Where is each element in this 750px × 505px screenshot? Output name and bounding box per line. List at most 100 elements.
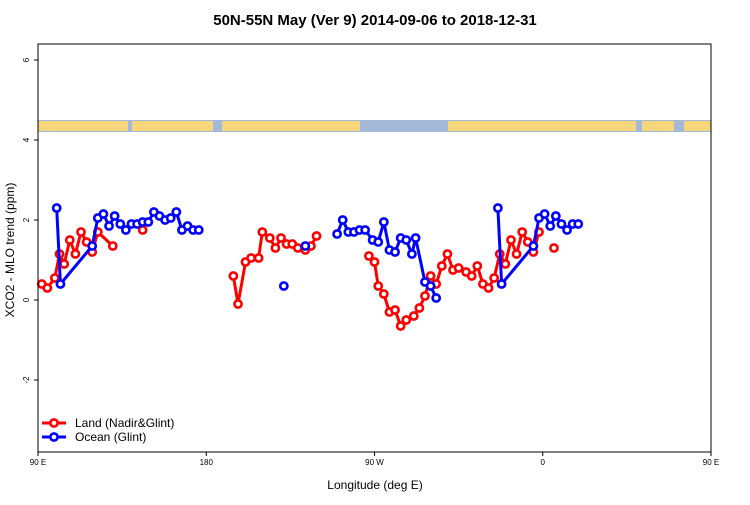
mask-band-land (684, 121, 711, 131)
chart-title: 50N-55N May (Ver 9) 2014-09-06 to 2018-1… (213, 12, 537, 29)
data-point (556, 219, 567, 229)
data-point (109, 211, 120, 221)
data-point (337, 215, 348, 225)
data-point (278, 281, 289, 291)
data-point (453, 263, 464, 273)
data-point (360, 225, 371, 235)
mask-band-land (642, 121, 674, 131)
legend-ocean-marker (49, 432, 59, 442)
data-point (311, 231, 322, 241)
y-axis: -2 0 2 4 6 (22, 57, 38, 384)
mask-band-land (448, 121, 636, 131)
data-point (425, 281, 436, 291)
data-point (270, 243, 281, 253)
data-point (406, 249, 417, 259)
data-point (276, 233, 286, 243)
data-point (257, 227, 268, 237)
x-axis-label: Longitude (deg E) (327, 478, 422, 492)
data-point (51, 203, 62, 213)
y-tick-label: 2 (22, 217, 31, 222)
y-tick-label: 0 (22, 297, 31, 302)
data-point (363, 251, 374, 261)
data-point (264, 233, 275, 243)
data-point (496, 279, 507, 289)
data-point (401, 235, 412, 245)
x-tick-label: 90 E (703, 458, 719, 467)
data-point (104, 221, 114, 231)
data-point (395, 321, 406, 331)
data-point (49, 273, 60, 283)
data-point (378, 289, 389, 299)
x-tick-label: 90 E (30, 458, 46, 467)
data-point (562, 225, 572, 235)
data-point (107, 241, 118, 251)
data-point (292, 243, 303, 253)
series-ocean (51, 203, 584, 303)
data-point (193, 225, 204, 235)
data-point (550, 211, 561, 221)
data-point (228, 271, 239, 281)
data-point (373, 281, 384, 291)
data-point (573, 219, 584, 229)
data-point (64, 235, 75, 245)
data-point (120, 225, 131, 235)
data-point (410, 233, 421, 243)
data-point (373, 237, 384, 247)
data-point (390, 247, 400, 257)
mask-band-land (38, 121, 128, 131)
legend-ocean-label: Ocean (Glint) (75, 430, 146, 444)
data-point (369, 257, 380, 267)
data-point (332, 229, 343, 239)
data-point (42, 283, 53, 293)
data-point (246, 253, 257, 263)
data-point (165, 213, 176, 223)
y-tick-label: -2 (22, 376, 31, 384)
data-point (70, 249, 81, 259)
data-point (500, 259, 511, 269)
data-point (414, 303, 425, 313)
data-point (483, 283, 494, 293)
data-point (98, 209, 109, 219)
data-point (233, 299, 243, 309)
data-point (517, 227, 528, 237)
y-tick-label: 6 (22, 57, 31, 62)
data-point (143, 217, 154, 227)
data-point (511, 249, 522, 259)
data-point (492, 203, 503, 213)
data-point (528, 241, 539, 251)
data-point (59, 259, 70, 269)
data-point (436, 261, 447, 271)
data-point (472, 261, 483, 271)
data-point (489, 273, 500, 283)
data-point (545, 221, 556, 231)
series-land (36, 225, 559, 331)
data-point (378, 217, 389, 227)
land-ocean-mask-band (38, 120, 711, 132)
data-point (420, 291, 430, 301)
legend-land-label: Land (Nadir&Glint) (75, 416, 174, 430)
data-point (55, 279, 66, 289)
data-point (76, 227, 86, 237)
x-axis: 90 E 180 90 W 0 90 E (30, 452, 719, 467)
data-point (431, 293, 442, 303)
data-point (442, 249, 453, 259)
data-point (300, 241, 311, 251)
plot-frame (37, 43, 712, 453)
data-point (115, 219, 126, 229)
data-point (506, 235, 516, 245)
legend: Land (Nadir&Glint) Ocean (Glint) (42, 416, 174, 444)
data-point (549, 243, 559, 253)
mask-band-land (222, 121, 360, 131)
x-tick-label: 0 (541, 458, 546, 467)
data-point (466, 271, 477, 281)
x-tick-label: 90 W (365, 458, 384, 467)
data-point (539, 209, 550, 219)
y-tick-label: 4 (22, 137, 31, 142)
plot-area (36, 203, 584, 331)
data-point (401, 315, 412, 325)
x-tick-label: 180 (200, 458, 214, 467)
mask-band-land (132, 121, 213, 131)
data-point (253, 253, 264, 263)
data-point (87, 241, 98, 251)
